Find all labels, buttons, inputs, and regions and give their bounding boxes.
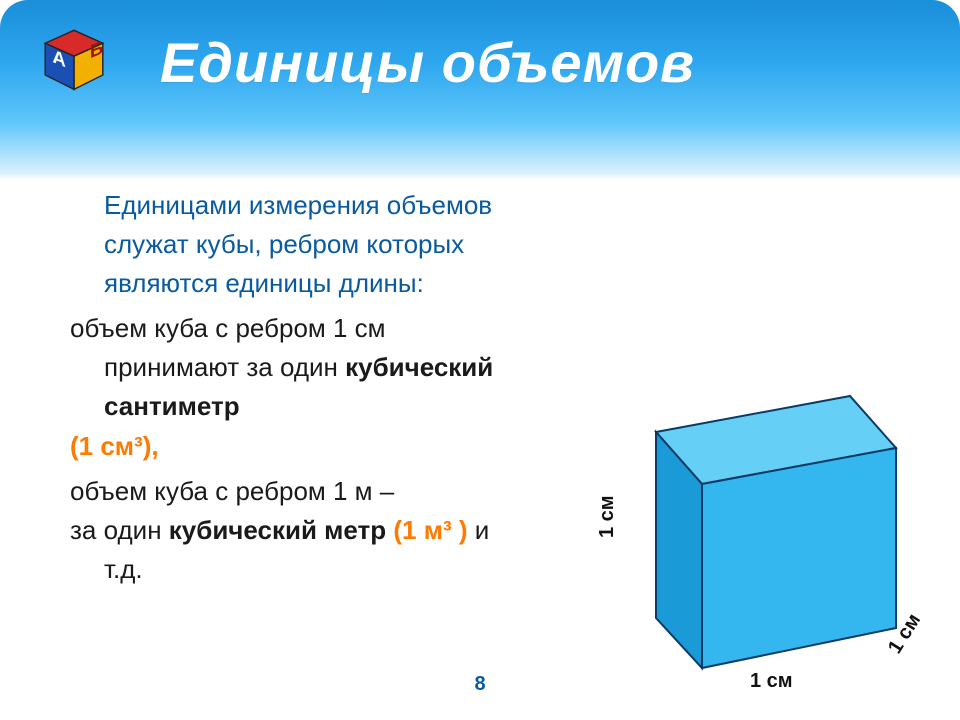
p1-line2: принимают за один кубический: [70, 350, 600, 385]
p1-line2-strong: кубический: [345, 352, 493, 382]
p1-line3-strong: сантиметр: [104, 391, 240, 421]
page-title: Единицы объемов: [160, 30, 695, 95]
p2-pre: за один: [70, 515, 169, 545]
body: Единицами измерения объемов служат кубы,…: [0, 188, 960, 720]
page-number: 8: [0, 673, 960, 696]
header: А Б Единицы объемов: [0, 0, 960, 180]
p1-line2-pre: принимают за один: [104, 352, 345, 382]
p1-unit: (1 см³),: [70, 429, 600, 464]
slide-inner: А Б Единицы объемов Единицами измерения …: [0, 0, 960, 720]
header-inner: А Б Единицы объемов: [0, 0, 960, 208]
logo-icon: А Б: [38, 26, 110, 98]
lead-line-2: служат кубы, ребром которых: [70, 227, 600, 262]
lead-line-1: Единицами измерения объемов: [70, 188, 600, 223]
text-column: Единицами измерения объемов служат кубы,…: [70, 188, 600, 587]
p1-line1: объем куба с ребром 1 см: [70, 311, 600, 346]
p1-line3: сантиметр: [70, 389, 600, 424]
p2-line1: объем куба с ребром 1 м –: [70, 474, 600, 509]
p2-line3: т.д.: [70, 552, 600, 587]
cube-front-face: [702, 448, 896, 668]
lead-line-3: являются единицы длины:: [70, 266, 600, 301]
p2-line2: за один кубический метр (1 м³ ) и: [70, 513, 600, 548]
p2-unit: (1 м³ ): [393, 515, 467, 545]
cube-figure: 1 см 1 см 1 см: [600, 368, 920, 708]
p2-post: и: [468, 515, 490, 545]
cube-label-height: 1 см: [596, 495, 619, 538]
slide: А Б Единицы объемов Единицами измерения …: [0, 0, 960, 720]
p2-strong: кубический метр: [169, 515, 394, 545]
